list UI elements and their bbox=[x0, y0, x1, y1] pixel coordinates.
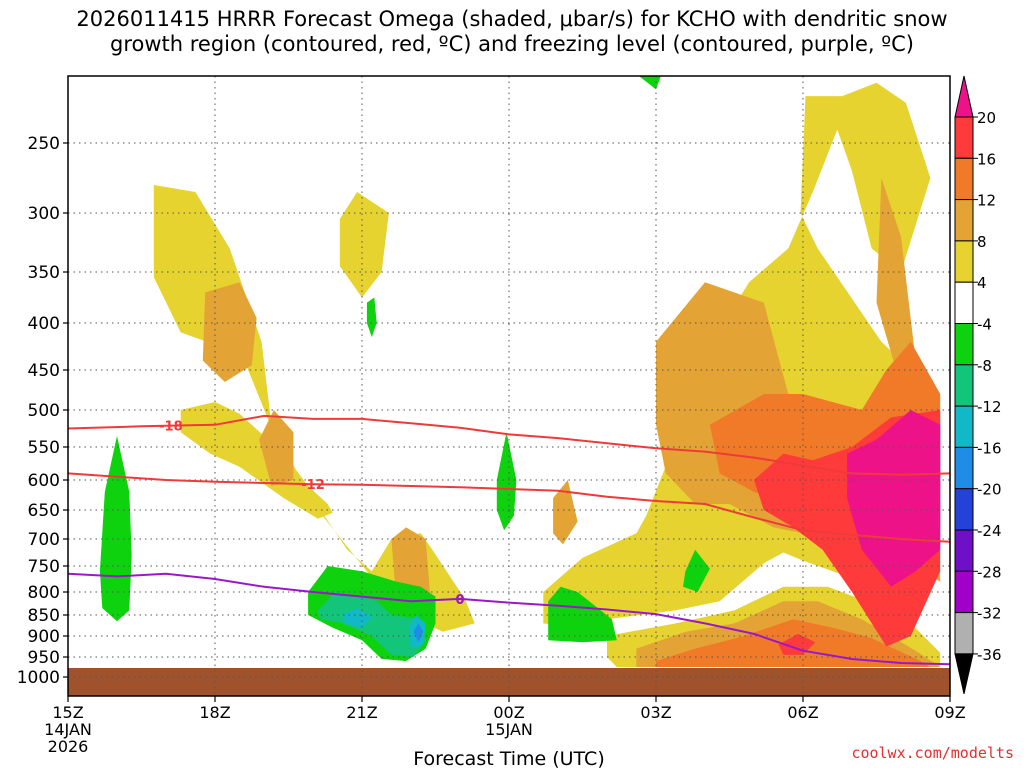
omega-shading bbox=[99, 76, 941, 667]
omega-region-19-level-neg4 bbox=[683, 549, 710, 592]
x-axis-label: Forecast Time (UTC) bbox=[413, 748, 604, 768]
y-tick-label-400: 400 bbox=[28, 314, 60, 334]
colorbar-label-4: 4 bbox=[977, 274, 987, 292]
freezing-level-contour-line bbox=[68, 572, 950, 666]
colorbar-label-13: -36 bbox=[977, 646, 1002, 664]
colorbar-swatch-4 bbox=[954, 281, 974, 325]
chart-title-line-1: 2026011415 HRRR Forecast Omega (shaded, … bbox=[76, 7, 948, 31]
source-credit[interactable]: coolwx.com/modelts bbox=[851, 744, 1014, 762]
dgz-contour-neg18-line bbox=[68, 414, 950, 476]
omega-region-23-level-neg8 bbox=[317, 592, 426, 657]
omega-region-14-level-16 bbox=[778, 633, 816, 655]
colorbar-label-6: -8 bbox=[977, 357, 992, 375]
colorbar-swatch-9 bbox=[954, 488, 974, 531]
colorbar-label-0: 20 bbox=[977, 109, 996, 127]
colorbar-label-9: -20 bbox=[977, 481, 1002, 499]
omega-region-24-level-neg12 bbox=[342, 608, 372, 628]
y-tick-label-350: 350 bbox=[28, 263, 60, 283]
y-tick-label-900: 900 bbox=[28, 627, 60, 647]
y-tick-label-550: 550 bbox=[28, 438, 60, 458]
y-tick-label-700: 700 bbox=[28, 530, 60, 550]
y-tick-label-300: 300 bbox=[28, 204, 60, 224]
x-tick-label-9-0: 00Z bbox=[493, 703, 524, 722]
colorbar-swatch-6 bbox=[954, 364, 974, 407]
y-tick-label-250: 250 bbox=[28, 134, 60, 154]
colorbar-label-3: 8 bbox=[977, 233, 987, 251]
colorbar-label-7: -12 bbox=[977, 398, 1002, 416]
omega-region-20-level-neg4 bbox=[548, 586, 617, 643]
x-tick-label-15-0: 06Z bbox=[787, 703, 818, 722]
x-tick-label-6-0: 21Z bbox=[346, 703, 377, 722]
chart-title-line-2: growth region (contoured, red, ºC) and f… bbox=[110, 32, 914, 56]
colorbar-swatch-8 bbox=[954, 446, 974, 490]
omega-region-6-level-8 bbox=[259, 410, 294, 486]
dgz-contour-neg18-label: -18 bbox=[159, 420, 183, 435]
omega-region-18-level-neg4 bbox=[496, 432, 517, 531]
omega-region-21-level-neg4 bbox=[638, 76, 661, 90]
colorbar-label-10: -24 bbox=[977, 522, 1002, 540]
contour-lines bbox=[68, 414, 950, 666]
y-tick-label-650: 650 bbox=[28, 501, 60, 521]
y-tick-label-1000: 1000 bbox=[17, 668, 60, 688]
x-tick-label-0-1: 14JAN bbox=[44, 720, 92, 739]
y-tick-label-450: 450 bbox=[28, 361, 60, 381]
y-tick-label-750: 750 bbox=[28, 557, 60, 577]
colorbar: 20 16 12 8 4 -4 -8 -12 -16 -20 -24 -28 -32 -36 bbox=[954, 75, 1002, 695]
colorbar-swatch-5 bbox=[954, 323, 974, 366]
y-axis: 2503003504004505005506006507007508008509… bbox=[17, 134, 68, 688]
omega-region-1-level-4 bbox=[339, 192, 389, 298]
contour-labels: -18 -12 0 bbox=[159, 420, 464, 608]
y-tick-label-950: 950 bbox=[28, 648, 60, 668]
omega-region-8-level-8 bbox=[553, 480, 578, 545]
colorbar-swatch-12 bbox=[954, 612, 974, 655]
omega-region-5-level-8 bbox=[202, 282, 257, 382]
colorbar-top-arrow bbox=[954, 75, 974, 118]
colorbar-swatch-11 bbox=[954, 570, 974, 614]
x-tick-label-3-0: 18Z bbox=[199, 703, 230, 722]
y-tick-label-500: 500 bbox=[28, 401, 60, 421]
x-tick-label-18-0: 09Z bbox=[934, 703, 965, 722]
colorbar-label-1: 16 bbox=[977, 150, 996, 168]
y-tick-label-600: 600 bbox=[28, 471, 60, 491]
colorbar-bottom-arrow bbox=[954, 653, 974, 695]
colorbar-label-8: -16 bbox=[977, 439, 1002, 457]
colorbar-swatch-2 bbox=[954, 199, 974, 242]
omega-region-2-level-4 bbox=[180, 402, 333, 519]
y-tick-label-850: 850 bbox=[28, 606, 60, 626]
colorbar-label-12: -32 bbox=[977, 605, 1002, 623]
colorbar-swatch-1 bbox=[954, 157, 974, 201]
x-tick-label-12-0: 03Z bbox=[640, 703, 671, 722]
omega-region-17-level-neg4 bbox=[366, 297, 377, 338]
colorbar-swatch-7 bbox=[954, 405, 974, 448]
omega-region-26-level-neg16 bbox=[413, 623, 424, 643]
colorbar-label-2: 12 bbox=[977, 192, 996, 210]
x-tick-label-9-1: 15JAN bbox=[485, 720, 533, 739]
colorbar-swatch-3 bbox=[954, 240, 974, 283]
omega-region-15-level-20 bbox=[847, 410, 941, 587]
x-tick-label-0-0: 15Z bbox=[52, 703, 83, 722]
x-tick-label-0-2: 2026 bbox=[48, 737, 89, 756]
freezing-level-contour-label: 0 bbox=[455, 593, 464, 608]
colorbar-label-11: -28 bbox=[977, 563, 1002, 581]
y-tick-label-800: 800 bbox=[28, 583, 60, 603]
colorbar-swatch-10 bbox=[954, 529, 974, 572]
dgz-contour-neg12-line bbox=[68, 472, 950, 543]
colorbar-swatch-0 bbox=[954, 116, 974, 159]
dgz-contour-neg12-label: -12 bbox=[301, 478, 325, 493]
colorbar-label-5: -4 bbox=[977, 316, 992, 334]
gridlines bbox=[68, 76, 950, 696]
